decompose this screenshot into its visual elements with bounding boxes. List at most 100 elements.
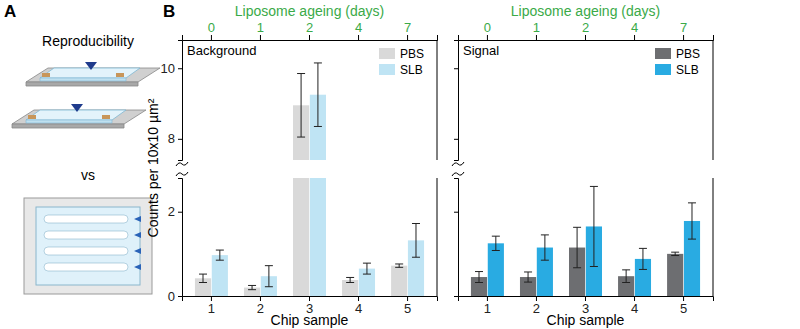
error-bar-cap	[639, 269, 647, 270]
error-bar-line	[495, 236, 496, 250]
spacer	[28, 115, 36, 119]
tick-mark	[536, 35, 537, 40]
error-bar-cap	[216, 250, 224, 251]
bar	[391, 266, 407, 296]
y-tick: 0	[168, 289, 182, 304]
axis-line	[178, 179, 183, 297]
y-tick: 2	[168, 204, 182, 219]
error-bar-cap	[412, 257, 420, 258]
figure: ABReproducibilityvs028101234501247Liposo…	[0, 0, 800, 329]
error-bar-cap	[492, 250, 500, 251]
slide-base-edge	[26, 82, 138, 86]
x-tick: 2	[257, 296, 264, 316]
chart-title: Signal	[463, 43, 499, 58]
error-bar	[297, 74, 305, 138]
top-tick: 4	[631, 20, 638, 40]
bar	[293, 178, 309, 296]
error-bar	[412, 224, 420, 258]
x-tick: 2	[533, 296, 540, 316]
error-bar	[688, 203, 696, 239]
slide-base-edge	[12, 124, 124, 128]
error-bar-line	[366, 263, 367, 274]
axis-line	[178, 41, 183, 161]
error-bar-cap	[216, 260, 224, 261]
frame-line	[713, 40, 714, 160]
y-tick: 10	[161, 61, 182, 76]
top-axis-title: Liposome ageing (days)	[235, 3, 384, 19]
error-bar	[573, 227, 581, 267]
error-bar-cap	[573, 267, 581, 268]
x-tick: 1	[484, 296, 491, 316]
tick-mark	[309, 35, 310, 40]
error-bar-cap	[395, 263, 403, 264]
error-bar-cap	[314, 126, 322, 127]
tick-mark	[454, 68, 458, 69]
error-bar-cap	[265, 286, 273, 287]
error-bar-cap	[248, 289, 256, 290]
axis-break	[176, 162, 188, 166]
error-bar-cap	[590, 266, 598, 267]
tick-label: 1	[533, 20, 540, 35]
y-axis	[454, 41, 459, 161]
error-bar-line	[544, 235, 545, 260]
error-bar-cap	[492, 236, 500, 237]
axis-line	[454, 179, 459, 297]
error-bar-line	[268, 266, 269, 287]
channel-arrow	[134, 248, 141, 254]
legend-label: PBS	[676, 47, 700, 61]
error-bar-cap	[590, 186, 598, 187]
chart-title: Background	[187, 43, 256, 58]
top-tick: 7	[680, 20, 687, 40]
chip-frame	[24, 198, 152, 294]
panel-label: B	[163, 2, 175, 21]
tick-mark	[211, 35, 212, 40]
chip-glass	[36, 207, 140, 285]
axis-break	[176, 172, 188, 176]
tick-mark	[178, 296, 182, 297]
legend-swatch	[655, 64, 671, 75]
plot-area	[199, 63, 420, 160]
spacer	[116, 73, 124, 77]
inlet-arrow	[85, 62, 97, 70]
tick-label: 4	[631, 20, 638, 35]
axis-line	[183, 35, 438, 41]
error-bar	[639, 248, 647, 269]
tick-mark	[454, 139, 458, 140]
axis-line	[454, 41, 459, 161]
top-axis: 01247	[459, 20, 714, 41]
error-bar-line	[399, 264, 400, 267]
legend-label: PBS	[400, 47, 424, 61]
tick-label: 7	[680, 20, 687, 35]
error-bar-cap	[622, 282, 630, 283]
y-axis: 02	[168, 179, 183, 304]
bar	[667, 254, 683, 296]
channel-arrow	[134, 216, 141, 222]
y-tick	[454, 212, 458, 213]
error-bar-cap	[541, 234, 549, 235]
channel	[44, 231, 128, 239]
top-tick: 0	[208, 20, 215, 40]
tick-mark	[178, 212, 182, 213]
error-bar-cap	[314, 62, 322, 63]
bar	[342, 280, 358, 296]
x-axis-title: Chip sample	[547, 312, 625, 328]
tick-label: 0	[168, 289, 175, 304]
error-bar	[248, 285, 256, 289]
chart: 1234501247Liposome ageing (days)SignalCh…	[452, 3, 714, 329]
channel-arrow	[134, 264, 141, 270]
slide-base	[26, 68, 160, 82]
x-tick: 4	[355, 296, 362, 316]
error-bar	[199, 274, 207, 282]
coverslip	[26, 110, 126, 120]
tick-mark	[178, 68, 182, 69]
y-tick	[454, 68, 458, 69]
tick-label: 1	[257, 20, 264, 35]
slide-base	[12, 110, 146, 124]
error-bar-cap	[671, 255, 679, 256]
tick-label: 10	[161, 61, 175, 76]
error-bar-cap	[524, 271, 532, 272]
error-bar-line	[415, 224, 416, 258]
plot-area	[195, 178, 424, 296]
error-bar-line	[577, 227, 578, 267]
tick-mark	[634, 35, 635, 40]
